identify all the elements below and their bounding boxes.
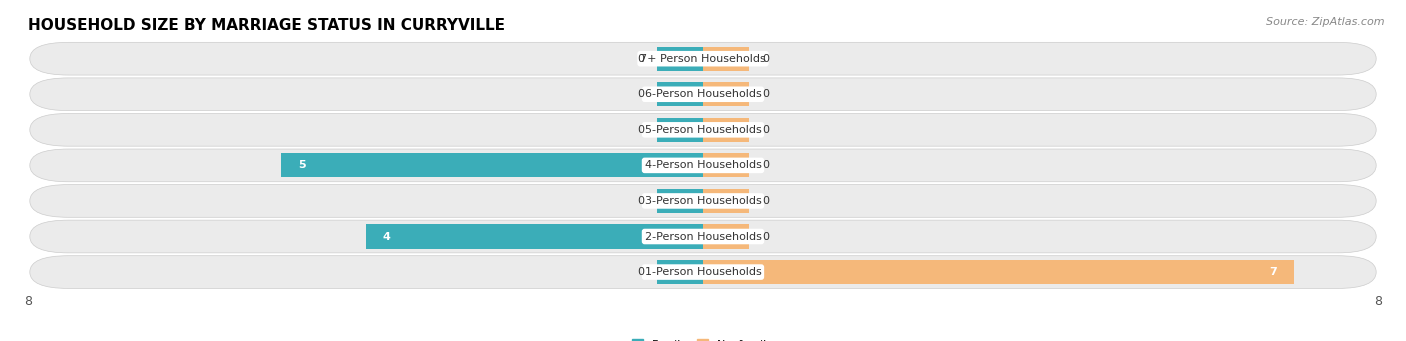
- Bar: [703, 224, 749, 249]
- Text: 0: 0: [637, 125, 644, 135]
- Bar: [703, 47, 749, 71]
- Bar: [657, 82, 703, 106]
- Bar: [657, 47, 703, 71]
- Text: 3-Person Households: 3-Person Households: [644, 196, 762, 206]
- Bar: [281, 153, 703, 177]
- Text: 0: 0: [637, 89, 644, 99]
- Text: 6-Person Households: 6-Person Households: [644, 89, 762, 99]
- Text: 2-Person Households: 2-Person Households: [644, 232, 762, 241]
- Bar: [657, 118, 703, 142]
- Bar: [657, 260, 703, 284]
- Text: 5-Person Households: 5-Person Households: [644, 125, 762, 135]
- Bar: [366, 224, 703, 249]
- Text: 0: 0: [762, 125, 769, 135]
- Text: HOUSEHOLD SIZE BY MARRIAGE STATUS IN CURRYVILLE: HOUSEHOLD SIZE BY MARRIAGE STATUS IN CUR…: [28, 18, 505, 33]
- Text: 1-Person Households: 1-Person Households: [644, 267, 762, 277]
- FancyBboxPatch shape: [30, 42, 1376, 75]
- Text: 5: 5: [298, 160, 305, 170]
- Text: 0: 0: [637, 267, 644, 277]
- FancyBboxPatch shape: [30, 78, 1376, 110]
- Text: 0: 0: [762, 232, 769, 241]
- Text: 7+ Person Households: 7+ Person Households: [640, 54, 766, 64]
- Legend: Family, Nonfamily: Family, Nonfamily: [627, 335, 779, 341]
- Bar: [703, 82, 749, 106]
- FancyBboxPatch shape: [30, 220, 1376, 253]
- FancyBboxPatch shape: [30, 114, 1376, 146]
- FancyBboxPatch shape: [30, 184, 1376, 217]
- Bar: [703, 118, 749, 142]
- Text: 4: 4: [382, 232, 391, 241]
- Text: Source: ZipAtlas.com: Source: ZipAtlas.com: [1267, 17, 1385, 27]
- Bar: [703, 260, 1294, 284]
- Bar: [657, 189, 703, 213]
- Text: 4-Person Households: 4-Person Households: [644, 160, 762, 170]
- FancyBboxPatch shape: [30, 149, 1376, 182]
- Bar: [703, 153, 749, 177]
- FancyBboxPatch shape: [30, 256, 1376, 288]
- Text: 0: 0: [637, 54, 644, 64]
- Text: 0: 0: [762, 89, 769, 99]
- Text: 0: 0: [637, 196, 644, 206]
- Text: 0: 0: [762, 54, 769, 64]
- Text: 7: 7: [1268, 267, 1277, 277]
- Bar: [703, 189, 749, 213]
- Text: 0: 0: [762, 160, 769, 170]
- Text: 0: 0: [762, 196, 769, 206]
